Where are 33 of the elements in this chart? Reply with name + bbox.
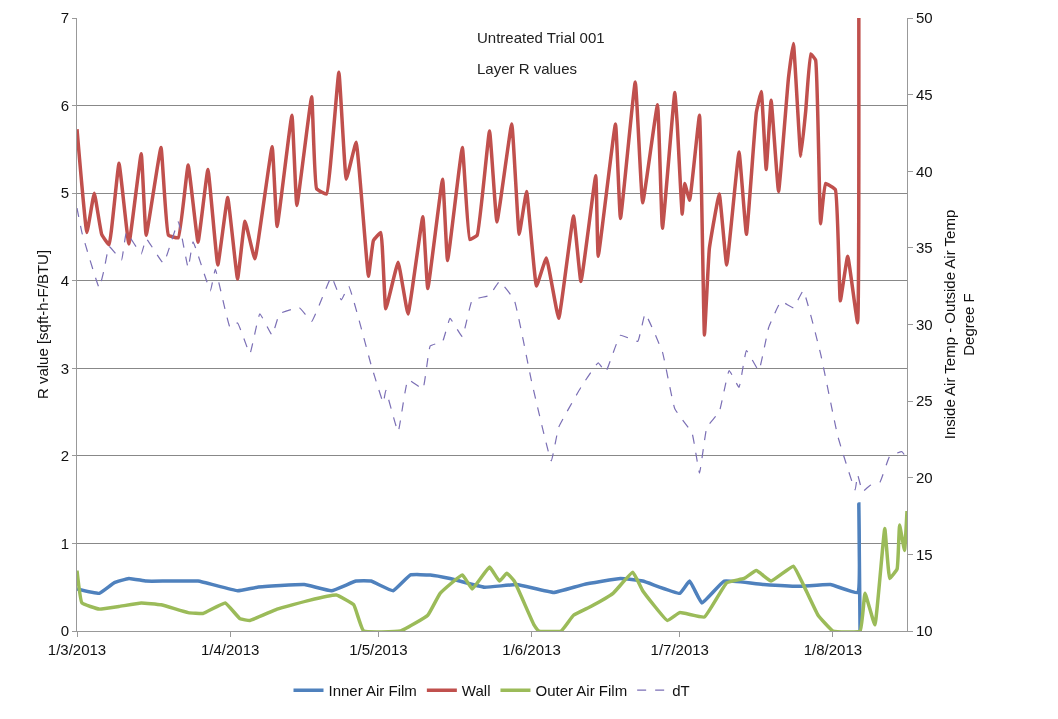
y2-tick-label: 20	[916, 469, 933, 486]
y-tick-label: 3	[60, 359, 69, 377]
legend-label: Inner Air Film	[328, 682, 417, 700]
text: Layer R values	[477, 60, 578, 77]
y2-tick-label: 50	[916, 9, 933, 27]
line-series	[77, 18, 861, 337]
x-tick-label: 1/5/2013	[349, 641, 408, 658]
y-tick-label: 4	[60, 271, 69, 289]
y2-tick-label: 30	[916, 315, 933, 333]
y2-tick-label: 40	[916, 162, 933, 180]
y-tick-label: 7	[60, 9, 69, 27]
x-tick-label: 1/8/2013	[803, 641, 863, 658]
x-tick-label: 1/6/2013	[502, 641, 561, 658]
y-tick-label: 6	[60, 96, 69, 114]
x-tick-label: 1/4/2013	[200, 641, 260, 658]
legend-label: dT	[672, 682, 690, 700]
y-tick-label: 1	[60, 534, 69, 552]
legend-label: Outer Air Film	[535, 682, 628, 700]
line-series	[77, 207, 907, 493]
text: Untreated Trial 001	[477, 29, 605, 46]
y-axis-title: R value [sqft-h-F/BTU]	[33, 249, 51, 400]
y-tick-label: 0	[60, 622, 69, 640]
y2-axis-title: Inside Air Temp - Outside Air Temp Degree F	[940, 209, 978, 440]
y2-tick-label: 45	[916, 85, 933, 103]
y-tick-label: 2	[60, 447, 69, 465]
x-tick-label: 1/7/2013	[650, 641, 709, 658]
y2-tick-label: 35	[916, 239, 933, 257]
x-tick-label: 1/3/2013	[47, 641, 107, 658]
y2-tick-label: 10	[916, 622, 933, 640]
legend-label: Wall	[461, 682, 491, 700]
y-tick-label: 5	[60, 184, 69, 202]
y2-tick-label: 15	[916, 545, 933, 563]
y2-tick-label: 25	[916, 392, 933, 410]
